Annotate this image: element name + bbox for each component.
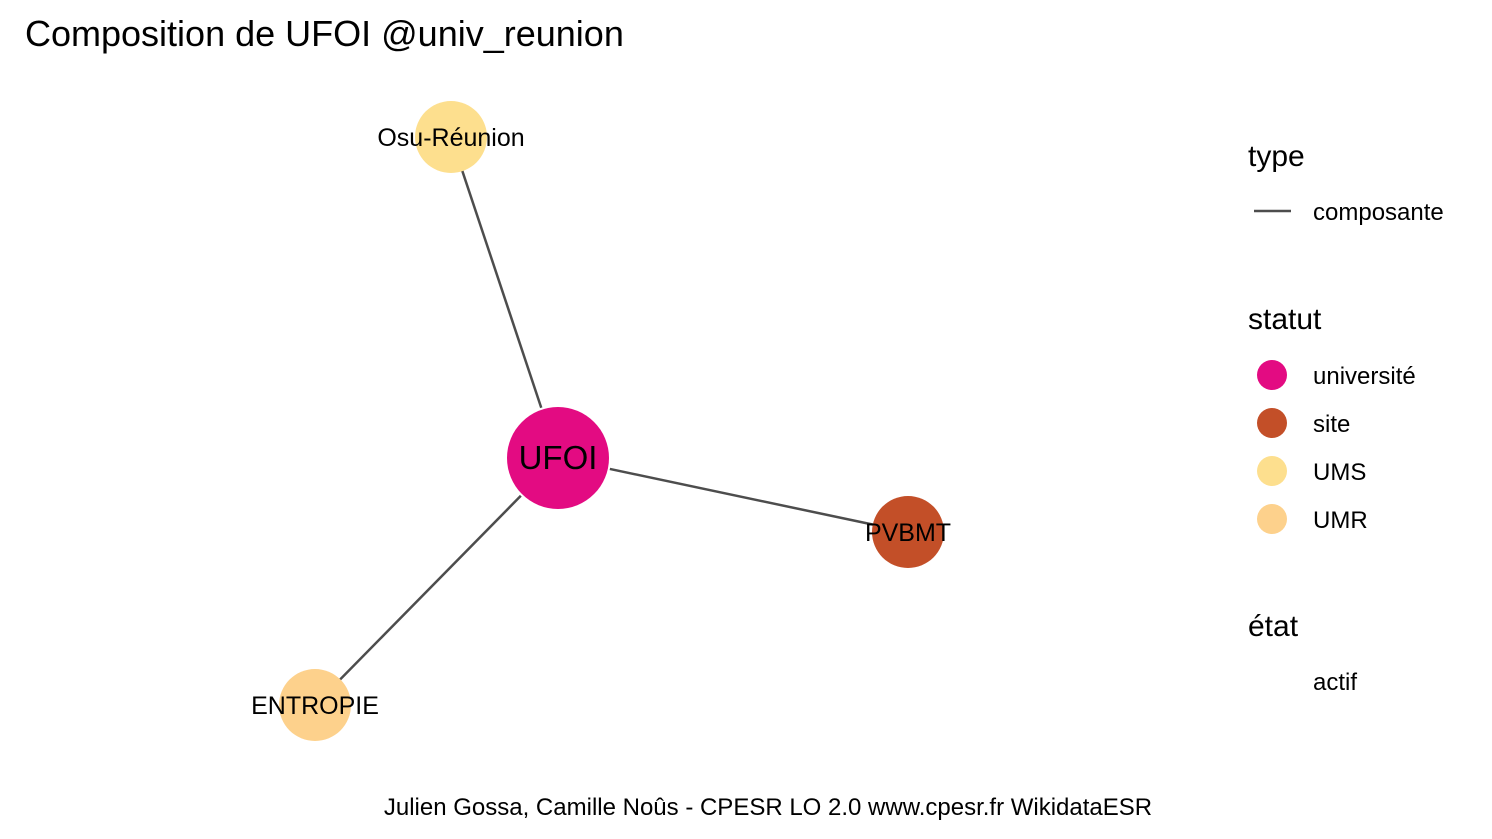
caption: Julien Gossa, Camille Noûs - CPESR LO 2.… xyxy=(384,794,1152,821)
node-pvbmt-circle xyxy=(872,496,944,568)
legend-statut-key-0 xyxy=(1257,360,1287,390)
legend-type-item: composante xyxy=(1313,199,1444,226)
node-entropie: ENTROPIE xyxy=(251,669,379,741)
legend-type-title: type xyxy=(1248,140,1305,173)
chart-title: Composition de UFOI @univ_reunion xyxy=(25,13,624,54)
legend-statut-key-3 xyxy=(1257,504,1287,534)
legend-statut-key-2 xyxy=(1257,456,1287,486)
edge-ufoi-osu xyxy=(450,138,543,409)
node-entropie-circle xyxy=(279,669,351,741)
node-ufoi-circle xyxy=(507,407,609,509)
legend-statut-item-2: UMS xyxy=(1313,459,1366,486)
node-osu-circle xyxy=(415,101,487,173)
node-ufoi-label: UFOI xyxy=(519,439,598,476)
legend-etat-item: actif xyxy=(1313,669,1357,696)
legend-statut-item-1: site xyxy=(1313,411,1350,438)
legend-statut-item-3: UMR xyxy=(1313,507,1368,534)
edge-ufoi-pvbmt xyxy=(609,467,907,533)
legend-statut-key-1 xyxy=(1257,408,1287,438)
nodes-layer: UFOI Osu-Réunion PVBMT ENTROPIE xyxy=(251,101,951,741)
node-pvbmt: PVBMT xyxy=(865,496,951,568)
node-osu: Osu-Réunion xyxy=(377,101,525,173)
edge-ufoi-entropie xyxy=(315,494,522,705)
legend-statut-items: université site UMS UMR xyxy=(1257,360,1416,534)
node-entropie-label: ENTROPIE xyxy=(251,692,379,720)
edges-layer xyxy=(315,138,907,705)
node-ufoi: UFOI xyxy=(507,407,609,509)
node-pvbmt-label: PVBMT xyxy=(865,519,951,547)
legend-statut-item-0: université xyxy=(1313,363,1416,390)
legend: type composante statut université site UMS… xyxy=(1248,140,1444,696)
legend-statut-title: statut xyxy=(1248,303,1322,336)
node-osu-label: Osu-Réunion xyxy=(377,124,524,152)
legend-etat-title: état xyxy=(1248,610,1299,643)
